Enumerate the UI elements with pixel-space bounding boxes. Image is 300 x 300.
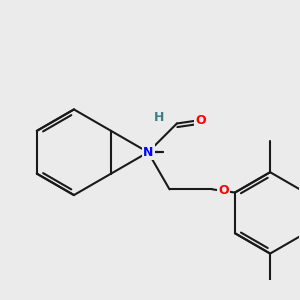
- Text: O: O: [195, 114, 206, 127]
- Text: N: N: [143, 146, 153, 159]
- Text: H: H: [154, 111, 164, 124]
- Text: O: O: [218, 184, 229, 197]
